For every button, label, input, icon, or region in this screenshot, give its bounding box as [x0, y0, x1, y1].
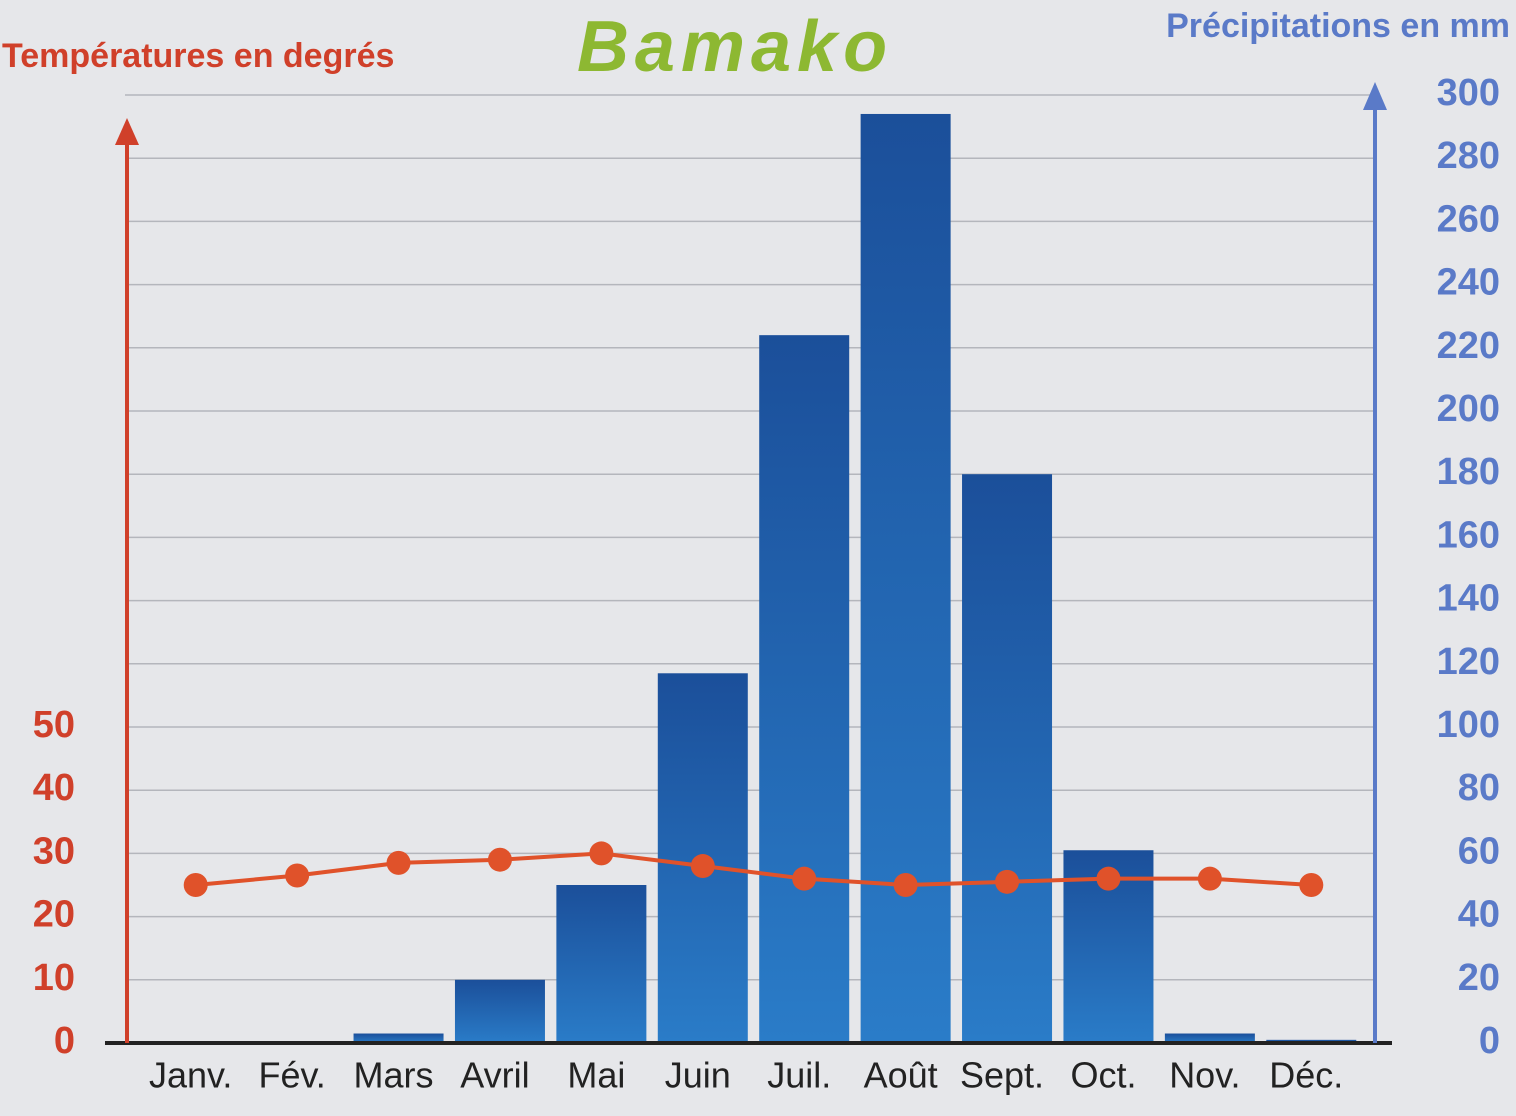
temperature-point: [995, 869, 1020, 894]
bar: [556, 885, 647, 1043]
y2-tick-label: 200: [1437, 388, 1500, 430]
x-tick-label: Sept.: [960, 1055, 1044, 1096]
temperature-point: [893, 873, 918, 897]
temperature-point: [1299, 873, 1324, 897]
x-tick-label: Fév.: [258, 1055, 325, 1096]
y2-tick-label: 260: [1437, 198, 1500, 240]
y2-tick-label: 120: [1437, 641, 1500, 683]
temperature-point: [285, 863, 310, 888]
bar: [962, 474, 1053, 1043]
temperature-point: [1096, 866, 1121, 891]
x-tick-label: Nov.: [1169, 1055, 1240, 1096]
y2-tick-label: 160: [1437, 514, 1500, 556]
x-tick-label: Avril: [460, 1055, 529, 1096]
bar: [353, 1033, 444, 1043]
x-tick-label: Juin: [665, 1055, 731, 1096]
temperature-point: [792, 866, 817, 891]
y-tick-label: 40: [33, 767, 75, 809]
temperature-point: [690, 854, 715, 879]
y2-tick-label: 280: [1437, 135, 1500, 177]
x-tick-label: Mai: [567, 1055, 625, 1096]
y2-tick-label: 0: [1479, 1020, 1500, 1062]
y2-tick-label: 100: [1437, 704, 1500, 746]
temperature-point: [589, 841, 614, 866]
y-tick-label: 30: [33, 830, 75, 872]
x-tick-label: Janv.: [149, 1055, 232, 1096]
bar: [1164, 1033, 1255, 1043]
y-tick-label: 0: [54, 1020, 75, 1062]
x-tick-label: Août: [864, 1055, 938, 1096]
temperature-line: [195, 851, 1312, 888]
x-tick-label: Oct.: [1070, 1055, 1136, 1096]
y2-tick-label: 300: [1437, 72, 1500, 114]
bar: [454, 979, 545, 1043]
y2-tick-label: 20: [1458, 957, 1500, 999]
bar: [860, 113, 951, 1043]
x-tick-label: Déc.: [1269, 1055, 1343, 1096]
temperature-point: [386, 850, 411, 875]
y-axis-arrow: [115, 118, 139, 145]
y2-axis-arrow: [1363, 82, 1387, 110]
x-tick-label: Mars: [354, 1055, 434, 1096]
y2-tick-label: 40: [1458, 894, 1500, 936]
y-tick-label: 10: [33, 957, 75, 999]
temperature-point: [1197, 866, 1222, 891]
y2-tick-label: 140: [1437, 578, 1500, 620]
chart-title: Bamako: [577, 7, 893, 87]
y2-tick-label: 60: [1458, 830, 1500, 872]
y2-tick-label: 240: [1437, 262, 1500, 304]
y2-axis-label: Précipitations en mm: [1166, 7, 1510, 45]
y2-tick-label: 220: [1437, 325, 1500, 367]
temperature-point: [487, 847, 512, 872]
y-tick-label: 20: [33, 894, 75, 936]
x-tick-label: Juil.: [767, 1055, 831, 1096]
temperature-point: [183, 873, 208, 897]
y-tick-label: 50: [33, 704, 75, 746]
y-axis-label: Températures en degrés: [2, 37, 394, 75]
y2-tick-label: 80: [1458, 767, 1500, 809]
bar: [759, 335, 850, 1043]
y2-tick-label: 180: [1437, 451, 1500, 493]
